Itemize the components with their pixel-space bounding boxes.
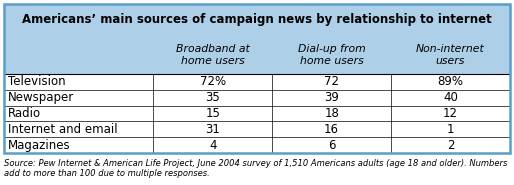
Text: 15: 15 [205,107,220,120]
Text: Dial-up from
home users: Dial-up from home users [298,44,365,66]
Text: 31: 31 [205,123,220,136]
Text: Radio: Radio [8,107,41,120]
Bar [4,74,510,153]
Text: 72%: 72% [199,75,226,88]
Text: Television: Television [8,75,66,88]
Text: Internet and email: Internet and email [8,123,118,136]
Text: Source: Pew Internet & American Life Project, June 2004 survey of 1,510 American: Source: Pew Internet & American Life Pro… [4,159,507,178]
Text: Magazines: Magazines [8,139,70,152]
Text: 89%: 89% [437,75,464,88]
Text: Non-internet
users: Non-internet users [416,44,485,66]
Text: Americans’ main sources of campaign news by relationship to internet: Americans’ main sources of campaign news… [22,14,492,26]
Text: 40: 40 [443,91,458,104]
Bar [4,4,510,74]
Text: 35: 35 [206,91,220,104]
Text: Broadband at
home users: Broadband at home users [176,44,250,66]
Text: Newspaper: Newspaper [8,91,74,104]
Text: 6: 6 [328,139,335,152]
Text: 1: 1 [447,123,454,136]
Text: 16: 16 [324,123,339,136]
Text: 4: 4 [209,139,216,152]
Text: 12: 12 [443,107,458,120]
Text: 39: 39 [324,91,339,104]
Text: 18: 18 [324,107,339,120]
Text: 72: 72 [324,75,339,88]
Text: 2: 2 [447,139,454,152]
Bar [4,4,510,153]
